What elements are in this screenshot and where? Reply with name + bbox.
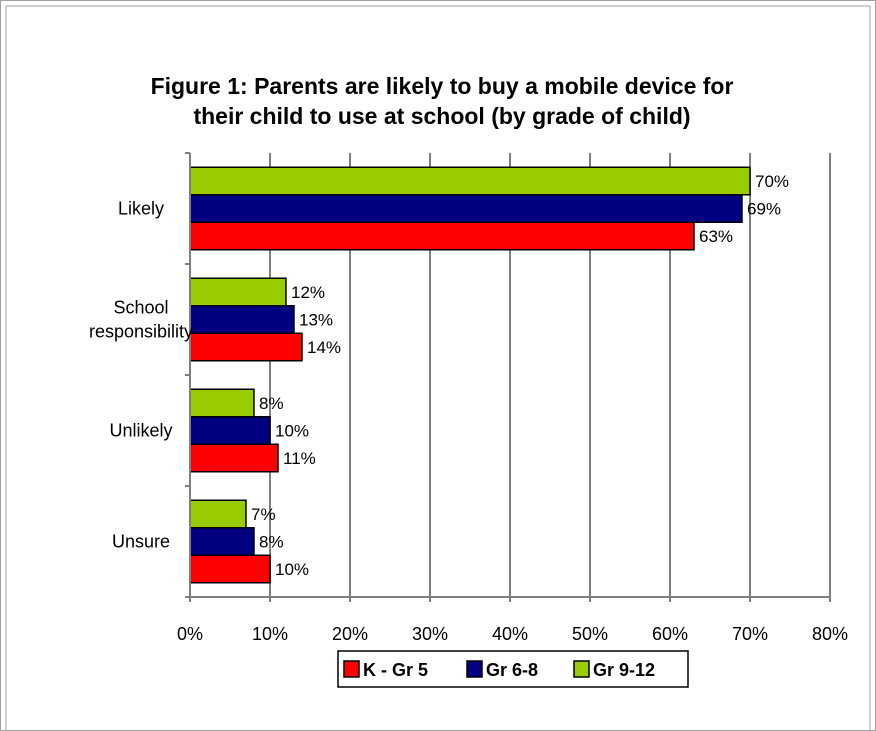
data-labels: 70% 69% 63% 12% 13% 14% 8% 10% 11% 7% 8% 10% [251, 172, 789, 579]
x-tick-label: 30% [412, 624, 448, 644]
data-label: 8% [259, 394, 284, 413]
x-tick-label: 60% [652, 624, 688, 644]
bar [189, 527, 255, 556]
data-label: 8% [259, 533, 284, 552]
data-label: 13% [299, 311, 333, 330]
bar [189, 166, 751, 196]
bar [189, 388, 255, 418]
bar [189, 554, 271, 584]
data-label: 70% [755, 172, 789, 191]
data-label: 12% [291, 283, 325, 302]
legend-box [337, 650, 689, 688]
bar [189, 305, 295, 334]
bar [189, 194, 743, 223]
bar [189, 277, 287, 307]
data-label: 14% [307, 338, 341, 357]
x-tick-label: 50% [572, 624, 608, 644]
x-tick-label: 0% [177, 624, 203, 644]
category-label: Unsure [112, 532, 170, 552]
data-label: 7% [251, 505, 276, 524]
category-label: responsibility [89, 322, 193, 342]
legend-swatch [573, 660, 590, 678]
legend-label: Gr 6-8 [486, 660, 538, 680]
legend-label: Gr 9-12 [593, 660, 655, 680]
bar [189, 443, 279, 473]
category-label: Unlikely [109, 421, 172, 441]
x-tick-label: 20% [332, 624, 368, 644]
bar [189, 221, 695, 251]
legend-swatch [343, 660, 360, 678]
x-tick-label: 40% [492, 624, 528, 644]
chart-title-line-2: their child to use at school (by grade o… [193, 103, 690, 129]
chart-title-line-1: Figure 1: Parents are likely to buy a mo… [151, 73, 734, 99]
data-label: 10% [275, 560, 309, 579]
bar [189, 499, 247, 529]
data-label: 63% [699, 227, 733, 246]
x-tick-label: 70% [732, 624, 768, 644]
category-label: Likely [118, 199, 164, 219]
legend-swatch [466, 660, 483, 678]
data-label: 10% [275, 422, 309, 441]
category-labels: Likely School responsibility Unlikely Unsure [89, 199, 193, 552]
data-label: 69% [747, 200, 781, 219]
legend-label: K - Gr 5 [363, 660, 428, 680]
x-tick-label: 80% [812, 624, 848, 644]
bar [189, 416, 271, 445]
bar [189, 332, 303, 362]
x-tick-label: 10% [252, 624, 288, 644]
category-label: School [113, 298, 168, 318]
axes [185, 152, 831, 602]
legend: K - Gr 5 Gr 6-8 Gr 9-12 [337, 650, 689, 688]
data-label: 11% [283, 449, 316, 468]
x-tick-labels: 0% 10% 20% 30% 40% 50% 60% 70% 80% [177, 624, 848, 644]
